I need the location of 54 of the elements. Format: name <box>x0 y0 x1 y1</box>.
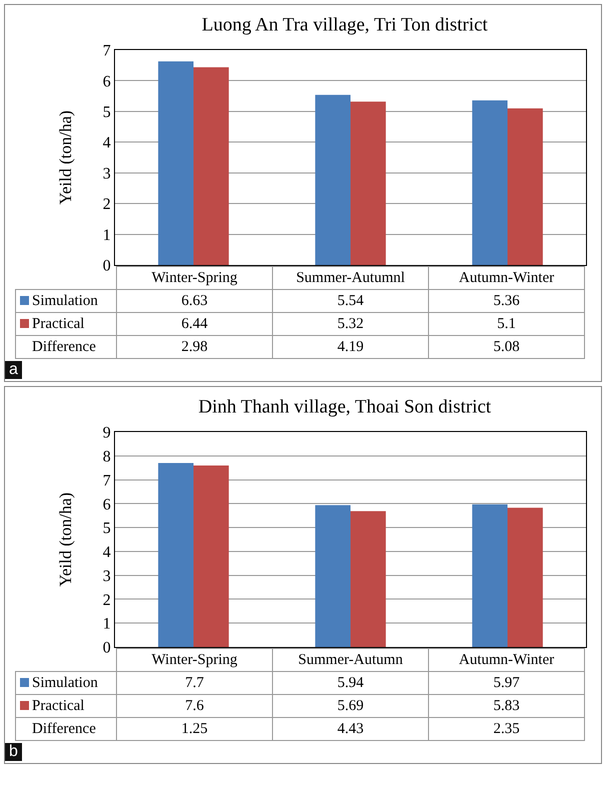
y-tick-label: 5 <box>102 104 111 122</box>
legend-label: Simulation <box>16 672 116 694</box>
y-tick-label: 3 <box>102 568 111 585</box>
data-label: 5.94 <box>272 672 428 694</box>
text: Difference <box>16 336 116 358</box>
data-label: 7.6 <box>116 694 272 718</box>
data-label: 6.44 <box>116 312 272 336</box>
y-axis-title: Yeild (ton/ha) <box>56 110 75 205</box>
x-tick-label: Summer-Autumnl <box>272 266 428 290</box>
x-tick-label: Summer-Autumn <box>272 648 428 672</box>
y-tick-label: 0 <box>102 258 111 275</box>
data-label: 5.1 <box>428 312 584 336</box>
data-label: 5.69 <box>272 694 428 718</box>
data-label: 5.97 <box>428 672 584 694</box>
x-tick-label: Winter-Spring <box>116 266 272 290</box>
y-tick-label: 8 <box>102 448 111 466</box>
y-tick-label: 0 <box>102 640 111 657</box>
data-label: 5.54 <box>272 290 428 312</box>
text: Difference <box>16 718 116 740</box>
x-tick-label: Autumn-Winter <box>428 648 584 672</box>
y-tick-label: 9 <box>102 424 111 442</box>
y-tick-label: 4 <box>102 544 111 562</box>
y-tick-label: 7 <box>102 472 111 490</box>
data-label: 6.63 <box>116 290 272 312</box>
text: 1.25 <box>116 718 272 740</box>
legend-label: Practical <box>16 694 116 718</box>
x-tick-label: Winter-Spring <box>116 648 272 672</box>
y-tick-label: 6 <box>102 496 111 514</box>
chart-title: Luong An Tra village, Tri Ton district <box>202 14 488 36</box>
text: a <box>5 361 22 379</box>
text: 2.98 <box>116 336 272 358</box>
text: b <box>5 743 22 761</box>
legend-label: Practical <box>16 312 116 336</box>
text: 2.35 <box>428 718 584 740</box>
y-tick-label: 6 <box>102 73 111 90</box>
text: 4.43 <box>272 718 428 740</box>
text: 5.08 <box>428 336 584 358</box>
y-tick-label: 1 <box>102 226 111 244</box>
y-tick-label: 7 <box>102 42 111 60</box>
data-label: 5.32 <box>272 312 428 336</box>
data-label: 5.83 <box>428 694 584 718</box>
data-label: 7.7 <box>116 672 272 694</box>
y-tick-label: 1 <box>102 616 111 633</box>
y-tick-label: 2 <box>102 196 111 214</box>
data-label: 5.36 <box>428 290 584 312</box>
legend-label: Simulation <box>16 290 116 312</box>
text: 4.19 <box>272 336 428 358</box>
y-tick-label: 5 <box>102 520 111 538</box>
y-axis-title: Yeild (ton/ha) <box>56 492 75 587</box>
y-tick-label: 2 <box>102 592 111 609</box>
y-tick-label: 3 <box>102 165 111 182</box>
chart-title: Dinh Thanh village, Thoai Son district <box>198 396 492 418</box>
y-tick-label: 4 <box>102 134 111 152</box>
x-tick-label: Autumn-Winter <box>428 266 584 290</box>
